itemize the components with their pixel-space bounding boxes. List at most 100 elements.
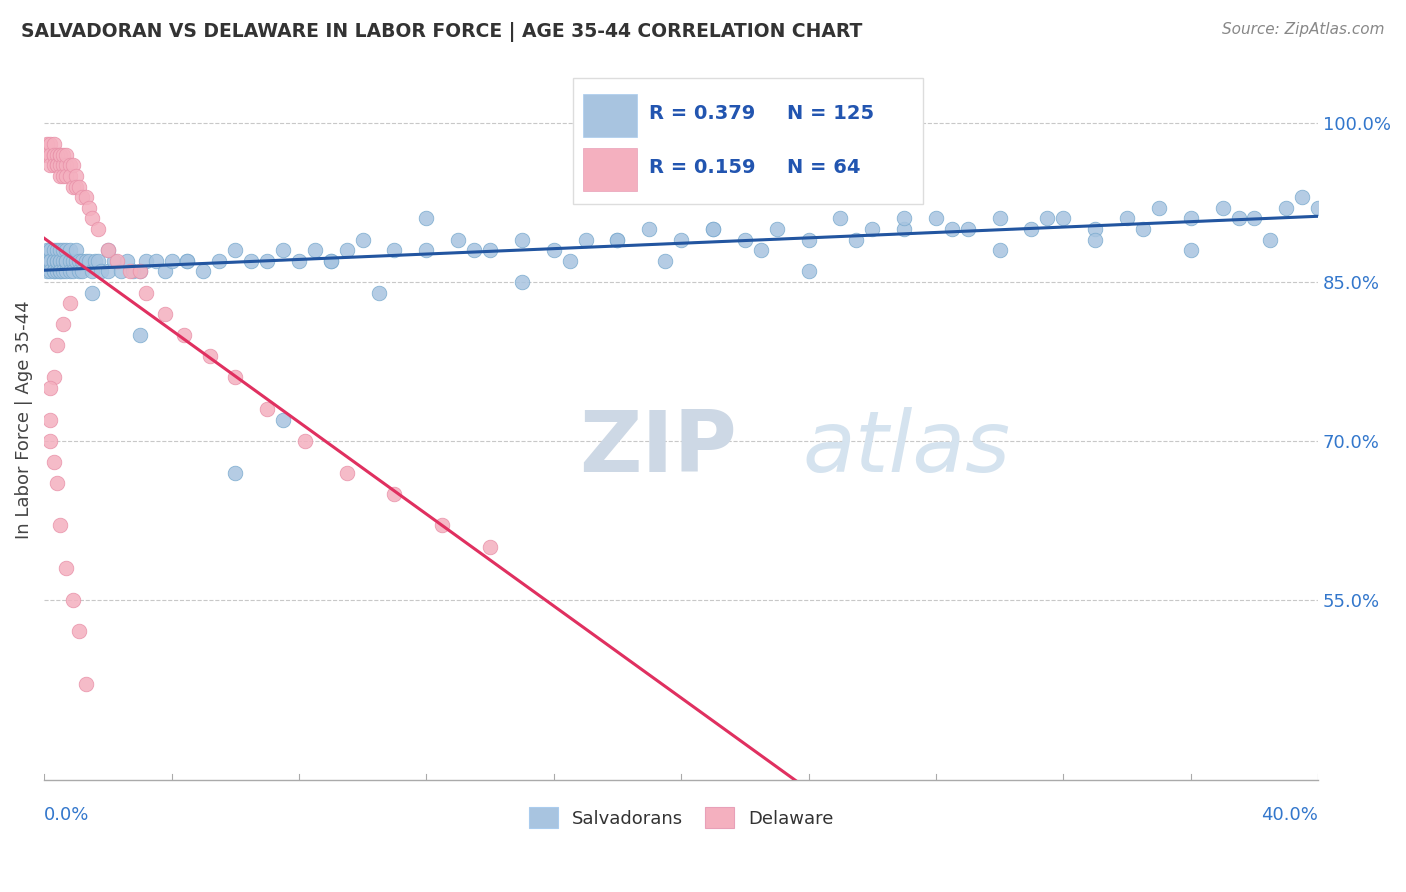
Point — [55, 243, 77, 257]
Point — [336, 243, 359, 257]
Point — [128, 327, 150, 342]
Point — [58, 253, 80, 268]
Point — [55, 253, 77, 268]
Point — [638, 222, 661, 236]
Point — [58, 264, 80, 278]
Point — [135, 285, 157, 300]
Point — [49, 159, 72, 173]
Point — [765, 222, 787, 236]
Point — [893, 222, 915, 236]
Point — [42, 148, 65, 162]
Point — [37, 148, 59, 162]
Point — [90, 264, 112, 278]
Point — [173, 327, 195, 342]
Point — [39, 253, 62, 268]
Point — [135, 253, 157, 268]
Point — [42, 253, 65, 268]
Point — [479, 243, 502, 257]
Point — [45, 253, 67, 268]
Point — [97, 243, 120, 257]
Text: N = 125: N = 125 — [787, 104, 875, 123]
Point — [654, 253, 676, 268]
Point — [176, 253, 198, 268]
Point — [42, 148, 65, 162]
Point — [1036, 211, 1059, 226]
Point — [58, 169, 80, 183]
Point — [39, 381, 62, 395]
Point — [830, 211, 852, 226]
Point — [463, 243, 485, 257]
Point — [1084, 233, 1107, 247]
Point — [432, 518, 454, 533]
Point — [304, 243, 326, 257]
Point — [77, 201, 100, 215]
Point — [941, 222, 963, 236]
Point — [558, 253, 581, 268]
Point — [1260, 233, 1282, 247]
Point — [67, 624, 90, 639]
Point — [479, 540, 502, 554]
Point — [153, 264, 176, 278]
Point — [1052, 211, 1074, 226]
Text: SALVADORAN VS DELAWARE IN LABOR FORCE | AGE 35-44 CORRELATION CHART: SALVADORAN VS DELAWARE IN LABOR FORCE | … — [21, 22, 862, 42]
Point — [49, 518, 72, 533]
Point — [52, 169, 75, 183]
Text: 0.0%: 0.0% — [44, 806, 90, 824]
Point — [52, 243, 75, 257]
Point — [702, 222, 724, 236]
Point — [606, 233, 628, 247]
Point — [669, 233, 692, 247]
Point — [49, 264, 72, 278]
Point — [39, 243, 62, 257]
Point — [67, 179, 90, 194]
Point — [384, 487, 406, 501]
Point — [37, 264, 59, 278]
Point — [62, 179, 84, 194]
Point — [97, 243, 120, 257]
Point — [55, 148, 77, 162]
Text: R = 0.159: R = 0.159 — [650, 158, 756, 178]
Point — [39, 253, 62, 268]
Point — [1212, 201, 1234, 215]
Point — [115, 253, 138, 268]
Point — [65, 243, 87, 257]
Point — [49, 169, 72, 183]
Text: R = 0.379: R = 0.379 — [650, 104, 755, 123]
Point — [45, 148, 67, 162]
Point — [39, 264, 62, 278]
Point — [42, 455, 65, 469]
Point — [352, 233, 374, 247]
Point — [45, 253, 67, 268]
Point — [45, 159, 67, 173]
Point — [510, 233, 533, 247]
Point — [62, 592, 84, 607]
Point — [176, 253, 198, 268]
Point — [58, 296, 80, 310]
Point — [893, 211, 915, 226]
Text: 40.0%: 40.0% — [1261, 806, 1319, 824]
Point — [105, 253, 128, 268]
Point — [45, 159, 67, 173]
Point — [336, 466, 359, 480]
Point — [72, 264, 94, 278]
Point — [367, 285, 389, 300]
Text: N = 64: N = 64 — [787, 158, 860, 178]
Point — [294, 434, 316, 448]
Point — [319, 253, 342, 268]
Point — [37, 253, 59, 268]
Point — [75, 677, 97, 691]
Point — [97, 264, 120, 278]
Y-axis label: In Labor Force | Age 35-44: In Labor Force | Age 35-44 — [15, 301, 32, 539]
Point — [42, 159, 65, 173]
Point — [42, 243, 65, 257]
Point — [80, 285, 103, 300]
Point — [39, 148, 62, 162]
Point — [84, 253, 107, 268]
Point — [120, 264, 142, 278]
Point — [1021, 222, 1043, 236]
Point — [37, 243, 59, 257]
Point — [415, 211, 437, 226]
Point — [797, 264, 820, 278]
Point — [65, 179, 87, 194]
Point — [49, 253, 72, 268]
